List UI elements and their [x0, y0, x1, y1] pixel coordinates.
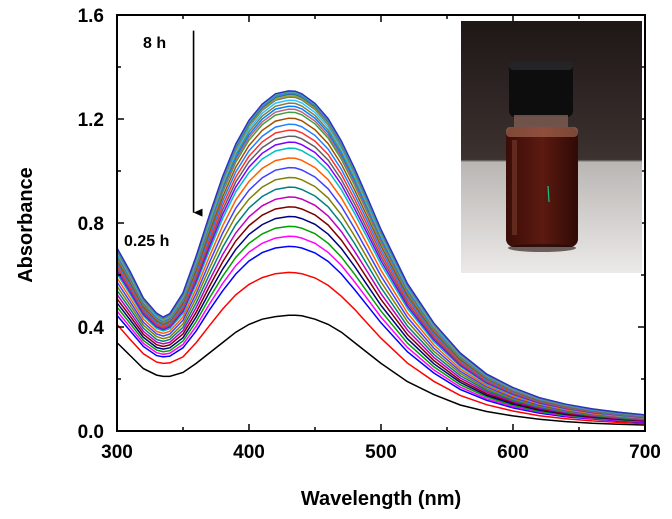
y-axis-title: Absorbance	[15, 167, 37, 283]
vial-cap	[509, 62, 573, 117]
x-tick-labels: 300 400 500 600 700	[101, 442, 661, 463]
spectrum-line	[117, 186, 645, 421]
spectrum-line	[117, 271, 645, 425]
spectrum-line	[117, 196, 645, 421]
spectrum-line	[117, 215, 645, 422]
spectrum-line	[117, 157, 645, 420]
x-tick-label: 500	[365, 442, 397, 463]
spectrum-line	[117, 245, 645, 424]
y-tick-label: 0.0	[78, 422, 104, 443]
spectrum-line	[117, 225, 645, 423]
spectrum-line	[117, 123, 645, 418]
spectrum-line	[117, 135, 645, 418]
x-tick-label: 300	[101, 442, 133, 463]
x-axis-title: Wavelength (nm)	[301, 488, 461, 510]
vial-body	[506, 127, 578, 247]
y-tick-labels: 0.0 0.4 0.8 1.2 1.6	[78, 6, 105, 443]
spectrum-line	[117, 206, 645, 422]
annotation-8h: 8 h	[143, 35, 166, 52]
spectrum-line	[117, 90, 645, 416]
x-tick-label: 600	[497, 442, 529, 463]
spectrum-line	[117, 166, 645, 420]
spectrum-line	[117, 147, 645, 419]
x-tick-label: 700	[629, 442, 661, 463]
spectrum-line	[117, 314, 645, 426]
axis-ticks	[116, 14, 646, 432]
y-tick-label: 0.4	[78, 318, 105, 339]
inset-vial-photo	[461, 21, 642, 273]
spectrum-line	[117, 117, 645, 418]
y-tick-label: 1.6	[78, 6, 104, 27]
spectra-curves	[117, 90, 645, 426]
annotation-0-25h: 0.25 h	[124, 233, 169, 250]
y-tick-label: 0.8	[78, 214, 104, 235]
spectrum-line	[117, 176, 645, 421]
y-tick-label: 1.2	[78, 110, 104, 131]
spectrum-line	[117, 129, 645, 418]
x-tick-label: 400	[233, 442, 265, 463]
spectrum-line	[117, 235, 645, 423]
